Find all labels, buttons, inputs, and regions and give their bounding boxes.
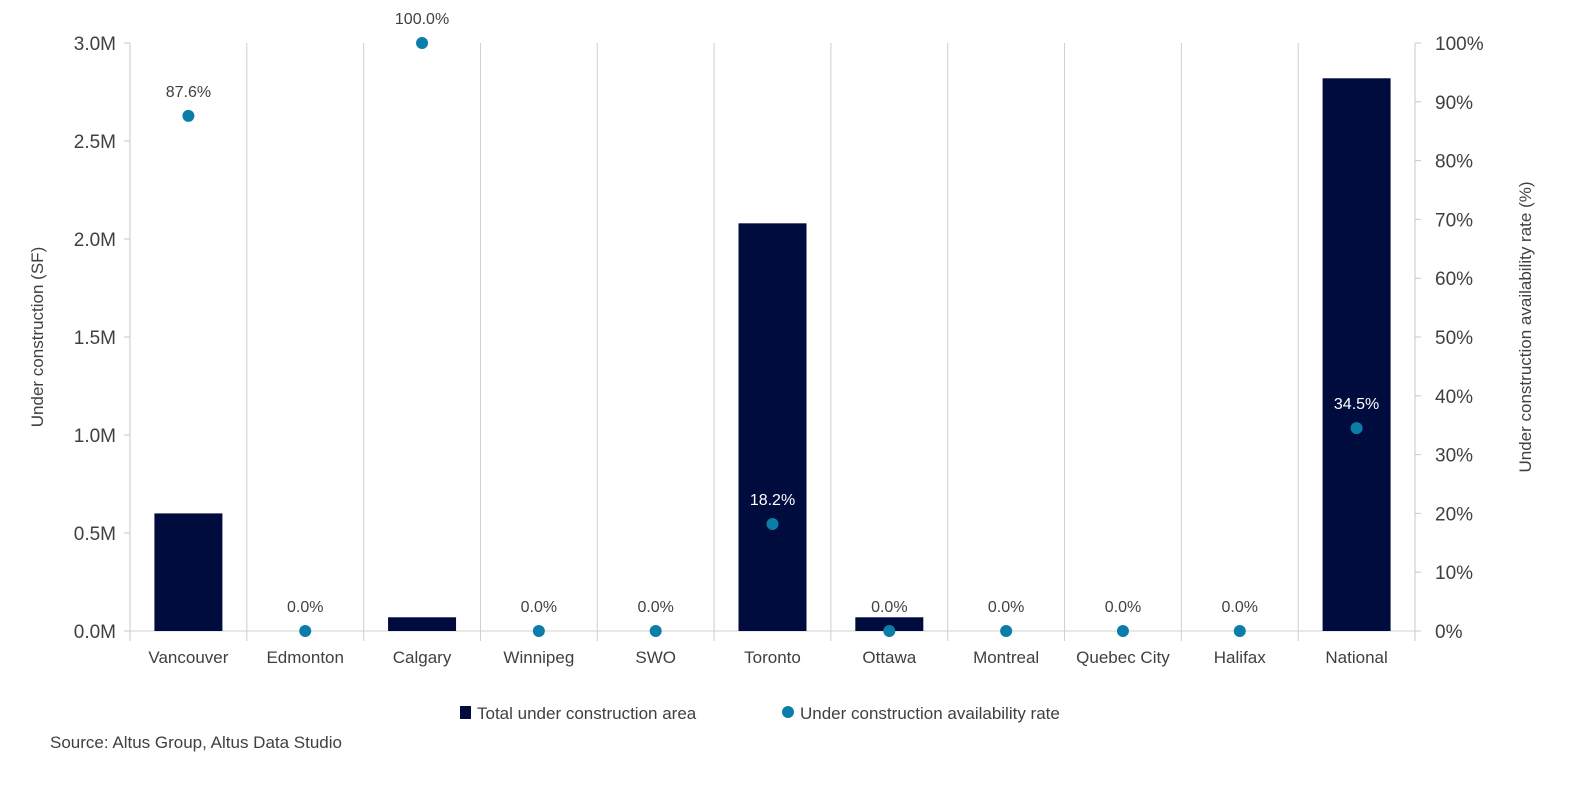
points: 87.6% 0.0% 100.0% 0.0% 0.0% 18.2% 0.0% 0.0% 0.0%… — [166, 11, 1379, 637]
point-data-label: 18.2% — [750, 492, 795, 509]
x-tick-label: Montreal — [973, 648, 1039, 667]
bar — [855, 617, 924, 631]
bar — [738, 223, 807, 631]
y2-axis-title: Under construction availability rate (%) — [1516, 181, 1535, 472]
y2-tick-label: 50% — [1435, 328, 1473, 349]
y-axis-left: 0.0M 0.5M 1.0M 1.5M 2.0M 2.5M 3.0M — [74, 34, 130, 643]
y2-tick-label: 100% — [1435, 34, 1484, 55]
x-tick-label: Winnipeg — [503, 648, 574, 667]
y2-tick-label: 20% — [1435, 504, 1473, 525]
point — [416, 37, 429, 49]
y-tick-label: 3.0M — [74, 34, 116, 55]
bars — [154, 78, 1391, 631]
point — [1350, 422, 1363, 435]
point — [532, 625, 545, 637]
legend-point-label: Under construction availability rate — [800, 704, 1060, 723]
y2-tick-label: 90% — [1435, 93, 1473, 114]
x-tick-label: Vancouver — [148, 648, 228, 667]
x-tick-label: SWO — [635, 648, 676, 667]
point-data-label: 87.6% — [166, 84, 211, 101]
point — [1233, 625, 1246, 637]
point — [1116, 625, 1129, 637]
y2-tick-label: 0% — [1435, 622, 1463, 643]
point-data-label: 100.0% — [395, 11, 449, 28]
y-tick-label: 2.0M — [74, 230, 116, 251]
point — [766, 517, 779, 530]
y2-tick-label: 60% — [1435, 269, 1473, 290]
point-data-label: 0.0% — [1222, 599, 1258, 616]
point-data-label: 0.0% — [988, 599, 1024, 616]
bar — [1322, 78, 1391, 631]
source-note: Source: Altus Group, Altus Data Studio — [50, 733, 342, 752]
x-axis: Vancouver Edmonton Calgary Winnipeg SWO Toron… — [148, 648, 1387, 667]
point-data-label: 34.5% — [1334, 396, 1379, 413]
point — [883, 625, 896, 637]
legend: Total under construction area Under cons… — [460, 704, 1060, 723]
x-tick-label: Toronto — [744, 648, 801, 667]
point — [182, 109, 195, 122]
y-tick-label: 1.0M — [74, 426, 116, 447]
legend-point-swatch — [782, 706, 794, 718]
bar — [388, 617, 457, 631]
legend-bar-label: Total under construction area — [477, 704, 697, 723]
point — [1000, 625, 1013, 637]
point-data-label: 0.0% — [637, 599, 673, 616]
y-tick-label: 1.5M — [74, 328, 116, 349]
x-tick-label: Halifax — [1214, 648, 1266, 667]
y-tick-label: 2.5M — [74, 132, 116, 153]
y2-tick-label: 30% — [1435, 446, 1473, 467]
y-axis-title: Under construction (SF) — [28, 247, 47, 427]
x-tick-label: Quebec City — [1076, 648, 1170, 667]
y2-tick-label: 70% — [1435, 210, 1473, 231]
point-data-label: 0.0% — [871, 599, 907, 616]
point-data-label: 0.0% — [287, 599, 323, 616]
point-data-label: 0.0% — [1105, 599, 1141, 616]
y2-tick-label: 10% — [1435, 563, 1473, 584]
point — [299, 625, 312, 637]
x-tick-label: Ottawa — [862, 648, 916, 667]
point-data-label: 0.0% — [521, 599, 557, 616]
y-axis-right: 0% 10% 20% 30% 40% 50% 60% 70% 80% 90% 100% — [1415, 34, 1484, 643]
y2-tick-label: 40% — [1435, 387, 1473, 408]
x-tick-label: Calgary — [393, 648, 452, 667]
legend-bar-swatch — [460, 706, 471, 719]
x-tick-label: National — [1325, 648, 1387, 667]
x-tick-label: Edmonton — [266, 648, 344, 667]
y-tick-label: 0.0M — [74, 622, 116, 643]
point — [649, 625, 662, 637]
y-tick-label: 0.5M — [74, 524, 116, 545]
bar — [154, 513, 223, 631]
y2-tick-label: 80% — [1435, 152, 1473, 173]
